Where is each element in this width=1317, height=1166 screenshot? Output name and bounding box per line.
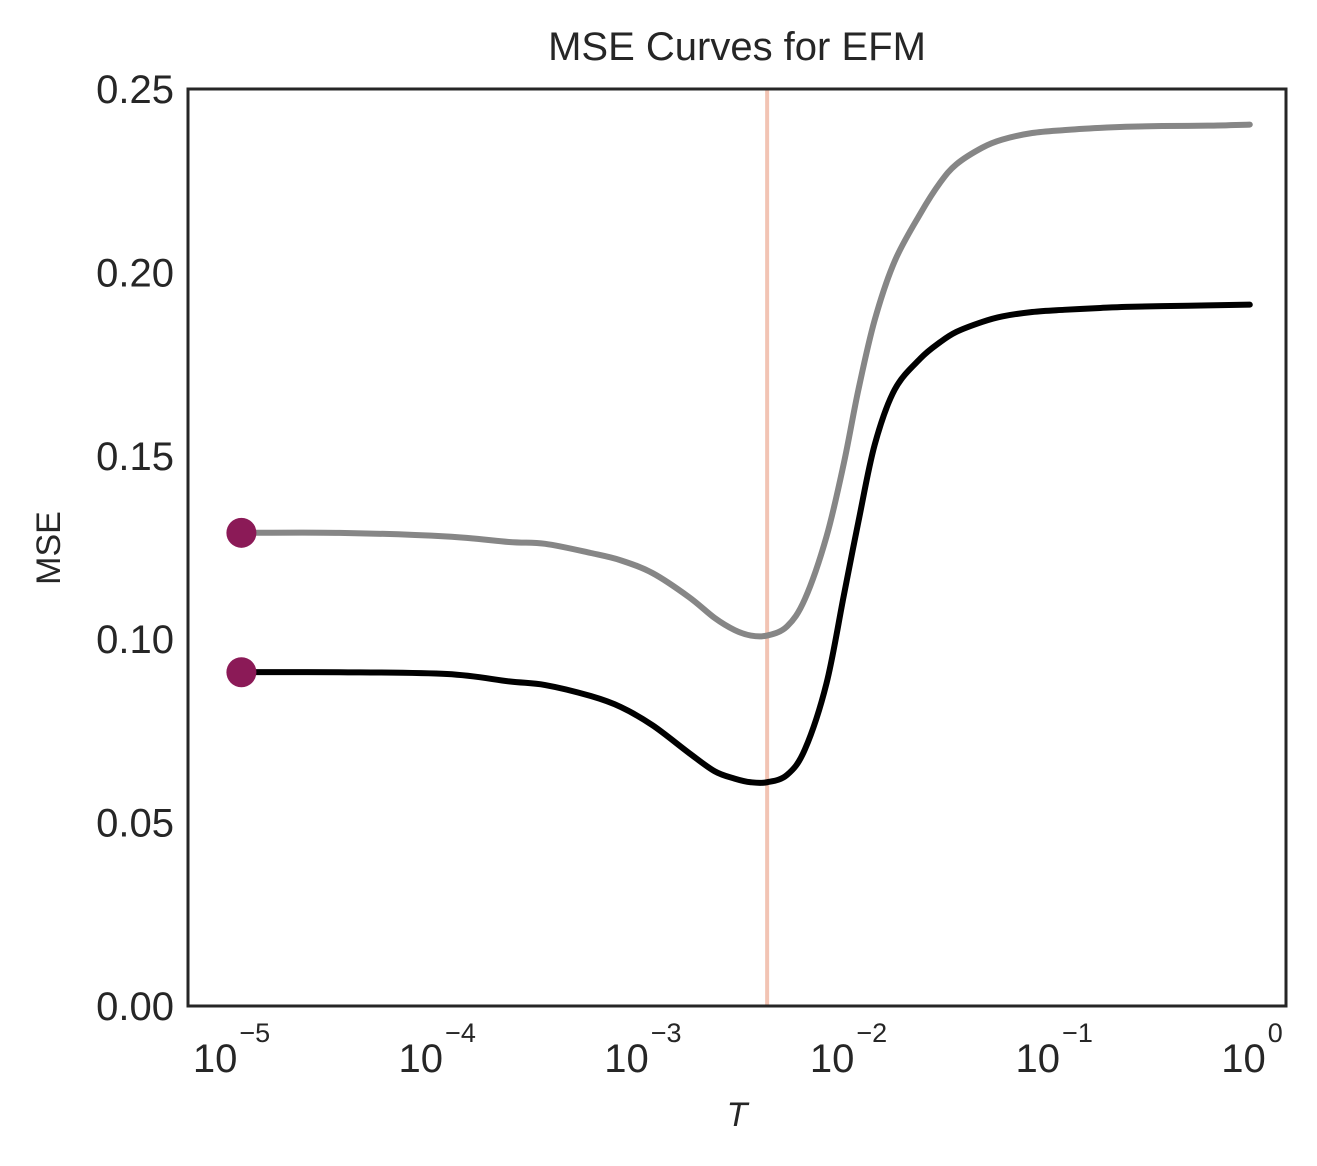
y-tick-label: 0.20 xyxy=(96,251,174,295)
x-tick-label-base: 10 xyxy=(1221,1037,1266,1081)
x-tick-label-base: 10 xyxy=(1016,1037,1061,1081)
x-tick: 100 xyxy=(1221,1018,1283,1081)
series-start-marker-1 xyxy=(226,517,257,548)
series-line-1 xyxy=(238,121,1253,640)
x-tick-label-exponent: −1 xyxy=(1062,1018,1093,1048)
x-tick: 10−5 xyxy=(193,1018,270,1081)
plot-area xyxy=(226,89,1253,1006)
x-tick-label-exponent: 0 xyxy=(1268,1018,1283,1048)
y-tick-label: 0.25 xyxy=(96,68,174,112)
y-tick-label: 0.05 xyxy=(96,802,174,846)
x-tick: 10−1 xyxy=(1016,1018,1093,1081)
y-tick-label: 0.00 xyxy=(96,985,174,1029)
chart-title: MSE Curves for EFM xyxy=(548,25,926,69)
x-tick-label-base: 10 xyxy=(604,1037,649,1081)
y-tick-label: 0.15 xyxy=(96,435,174,479)
x-tick-label-exponent: −5 xyxy=(239,1018,270,1048)
x-tick-label-base: 10 xyxy=(810,1037,855,1081)
x-tick-label-base: 10 xyxy=(399,1037,444,1081)
y-axis-label: MSE xyxy=(30,511,68,585)
x-tick: 10−2 xyxy=(810,1018,887,1081)
series-start-marker-2 xyxy=(226,657,257,688)
y-tick-label: 0.10 xyxy=(96,618,174,662)
y-axis-ticks: 0.00 0.05 0.10 0.15 0.20 0.25 xyxy=(96,68,174,1029)
x-tick-label-exponent: −3 xyxy=(651,1018,682,1048)
x-tick-label-base: 10 xyxy=(193,1037,238,1081)
plot-frame xyxy=(186,87,1288,1008)
x-tick-label-exponent: −2 xyxy=(856,1018,887,1048)
x-tick: 10−3 xyxy=(604,1018,681,1081)
x-axis-label: T xyxy=(727,1096,750,1134)
series-line-2 xyxy=(238,301,1253,786)
x-tick-label-exponent: −4 xyxy=(445,1018,476,1048)
x-tick: 10−4 xyxy=(399,1018,476,1081)
